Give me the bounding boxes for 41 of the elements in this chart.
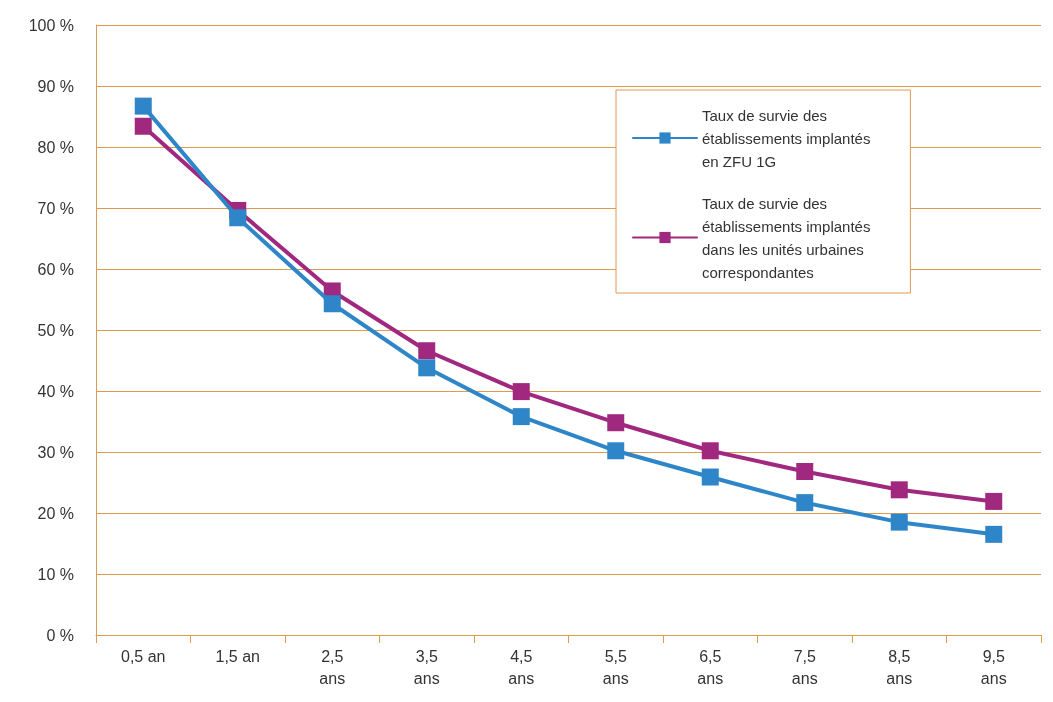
legend-label: Taux de survie des établissements implantés dans les unités urbaines correspondantes: [702, 194, 871, 281]
y-tick-label: 80 %: [37, 138, 74, 156]
point: [796, 494, 814, 512]
x-tick-label: 2,5 ans: [319, 647, 346, 687]
y-tick-label: 40 %: [37, 382, 74, 400]
point: [985, 492, 1003, 510]
point: [229, 209, 247, 227]
point: [134, 117, 152, 135]
x-tick-label: 8,5 ans: [886, 647, 913, 687]
x-tick-label: 6,5 ans: [697, 647, 724, 687]
point: [607, 442, 625, 460]
x-tick-label: 1,5 an: [215, 647, 260, 665]
y-tick-label: 70 %: [37, 199, 74, 217]
x-tick-label: 0,5 an: [121, 647, 166, 665]
y-tick-label: 10 %: [37, 565, 74, 583]
point: [134, 97, 152, 115]
point: [890, 513, 908, 531]
y-tick-label: 50 %: [37, 321, 74, 339]
y-tick-label: 100 %: [28, 16, 74, 34]
point: [607, 414, 625, 432]
x-tick-label: 5,5 ans: [602, 647, 629, 687]
point: [890, 481, 908, 499]
point: [985, 525, 1003, 543]
y-tick-label: 20 %: [37, 504, 74, 522]
point: [418, 359, 436, 377]
x-tick-label: 4,5 ans: [508, 647, 535, 687]
point: [701, 468, 719, 486]
y-tick-label: 60 %: [37, 260, 74, 278]
y-tick-label: 0 %: [46, 626, 74, 644]
point: [701, 442, 719, 460]
point: [512, 383, 530, 401]
point: [796, 463, 814, 481]
y-tick-label: 90 %: [37, 77, 74, 95]
y-tick-label: 30 %: [37, 443, 74, 461]
legend-label: Taux de survie des établissements implantés en ZFU 1G: [702, 106, 871, 170]
x-tick-label: 3,5 ans: [413, 647, 440, 687]
x-tick-label: 9,5 ans: [980, 647, 1007, 687]
point: [512, 408, 530, 426]
point: [323, 295, 341, 313]
point: [418, 342, 436, 360]
x-tick-label: 7,5 ans: [791, 647, 818, 687]
